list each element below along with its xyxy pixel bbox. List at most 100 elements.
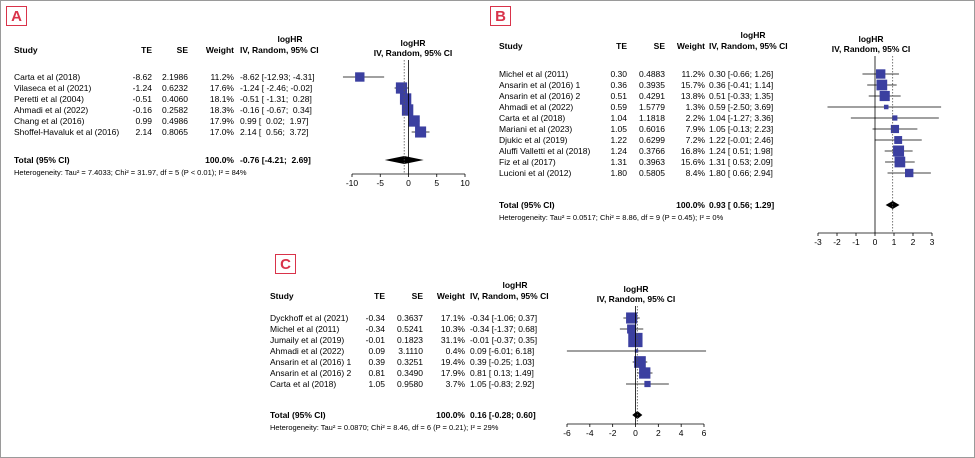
plot-header-sub: IV, Random, 95% CI [832, 44, 911, 54]
study-name: Ansarin et al (2016) 2 [499, 91, 581, 101]
study-weight: 31.1% [441, 335, 466, 345]
study-se: 0.6299 [639, 135, 665, 145]
study-ci: 0.36 [-0.41; 1.14] [709, 80, 773, 90]
study-te: 0.39 [368, 357, 385, 367]
total-ci: 0.16 [-0.28; 0.60] [470, 410, 536, 420]
study-name: Ansarin et al (2016) 2 [270, 368, 352, 378]
study-weight: 10.3% [441, 324, 466, 334]
header-study: Study [14, 45, 38, 55]
estimate-square [627, 324, 637, 334]
study-se: 0.1823 [397, 335, 423, 345]
study-name: Ansarin et al (2016) 1 [270, 357, 352, 367]
estimate-square [634, 356, 646, 368]
study-ci: 0.99 [ 0.02; 1.97] [240, 116, 309, 126]
study-se: 0.4060 [162, 94, 188, 104]
study-name: Jumaily et al (2019) [270, 335, 344, 345]
study-name: Vilaseca et al (2021) [14, 83, 92, 93]
header-te: TE [374, 291, 385, 301]
study-ci: -0.01 [-0.37; 0.35] [470, 335, 537, 345]
x-tick-label: 2 [911, 237, 916, 247]
panel-b-badge: B [490, 6, 511, 26]
study-se: 1.5779 [639, 102, 665, 112]
study-te: -1.24 [133, 83, 153, 93]
total-label: Total (95% CI) [499, 200, 555, 210]
plot-header-title: logHR [623, 284, 648, 294]
study-name: Mariani et al (2023) [499, 124, 572, 134]
estimate-square [355, 72, 365, 82]
study-te: 0.30 [610, 69, 627, 79]
total-ci: 0.93 [ 0.56; 1.29] [709, 200, 774, 210]
plot-header-sub: IV, Random, 95% CI [597, 294, 676, 304]
header-study: Study [270, 291, 294, 301]
study-name: Chang et al (2016) [14, 116, 85, 126]
study-te: 1.80 [610, 168, 627, 178]
heterogeneity-text: Heterogeneity: Tau² = 7.4033; Chi² = 31.… [14, 168, 247, 177]
header-study: Study [499, 41, 523, 51]
estimate-square [408, 115, 420, 127]
estimate-square [639, 367, 651, 379]
study-ci: 0.39 [-0.25; 1.03] [470, 357, 534, 367]
study-te: 2.14 [135, 127, 152, 137]
study-te: -0.51 [133, 94, 153, 104]
study-te: -0.34 [366, 324, 386, 334]
total-weight: 100.0% [676, 200, 705, 210]
estimate-square [894, 136, 903, 144]
header-se: SE [412, 291, 424, 301]
study-ci: -1.24 [ -2.46; -0.02] [240, 83, 312, 93]
estimate-square [894, 156, 906, 168]
header-se: SE [654, 41, 666, 51]
header-te: TE [141, 45, 152, 55]
study-weight: 2.2% [686, 113, 706, 123]
study-name: Ahmadi et al (2022) [499, 102, 573, 112]
study-name: Michel et al (2011) [270, 324, 339, 334]
study-ci: 1.24 [ 0.51; 1.98] [709, 146, 773, 156]
heterogeneity-text: Heterogeneity: Tau² = 0.0517; Chi² = 8.8… [499, 213, 724, 222]
study-se: 0.9580 [397, 379, 423, 389]
study-weight: 7.2% [686, 135, 706, 145]
study-name: Aluffi Valletti et al (2018) [499, 146, 591, 156]
study-weight: 3.7% [446, 379, 466, 389]
estimate-square [876, 79, 888, 91]
study-se: 0.3935 [639, 80, 665, 90]
study-name: Lucioni et al (2012) [499, 168, 571, 178]
study-ci: -0.16 [ -0.67; 0.34] [240, 105, 312, 115]
x-tick-label: 2 [656, 428, 661, 438]
study-name: Michel et al (2011) [499, 69, 568, 79]
study-se: 0.3963 [639, 157, 665, 167]
study-se: 0.6232 [162, 83, 188, 93]
estimate-square [879, 90, 890, 102]
estimate-square [634, 349, 639, 353]
study-se: 0.4291 [639, 91, 665, 101]
panel-c-badge: C [275, 254, 296, 274]
study-ci: 1.31 [ 0.53; 2.09] [709, 157, 773, 167]
study-se: 0.3637 [397, 313, 423, 323]
study-name: Ahmadi et al (2022) [14, 105, 88, 115]
header-ci: IV, Random, 95% CI [240, 45, 319, 55]
study-te: 0.99 [135, 116, 152, 126]
study-se: 1.1818 [639, 113, 665, 123]
study-se: 3.1110 [398, 346, 423, 356]
header-weight: Weight [437, 291, 465, 301]
estimate-square [644, 380, 651, 388]
study-ci: 1.80 [ 0.66; 2.94] [709, 168, 773, 178]
x-tick-label: -10 [346, 178, 359, 188]
header-ci: IV, Random, 95% CI [470, 291, 549, 301]
x-tick-label: 0 [633, 428, 638, 438]
study-ci: -8.62 [-12.93; -4.31] [240, 72, 315, 82]
study-se: 0.3251 [397, 357, 423, 367]
study-name: Ahmadi et al (2022) [270, 346, 344, 356]
x-tick-label: 1 [892, 237, 897, 247]
pooled-diamond [885, 201, 900, 209]
study-weight: 15.7% [681, 80, 706, 90]
x-tick-label: 3 [930, 237, 935, 247]
total-weight: 100.0% [436, 410, 465, 420]
study-name: Carta et al (2018) [270, 379, 336, 389]
study-ci: 2.14 [ 0.56; 3.72] [240, 127, 309, 137]
header-weight: Weight [677, 41, 705, 51]
study-te: -0.16 [133, 105, 153, 115]
total-label: Total (95% CI) [14, 155, 70, 165]
study-weight: 8.4% [686, 168, 706, 178]
study-se: 2.1986 [162, 72, 188, 82]
